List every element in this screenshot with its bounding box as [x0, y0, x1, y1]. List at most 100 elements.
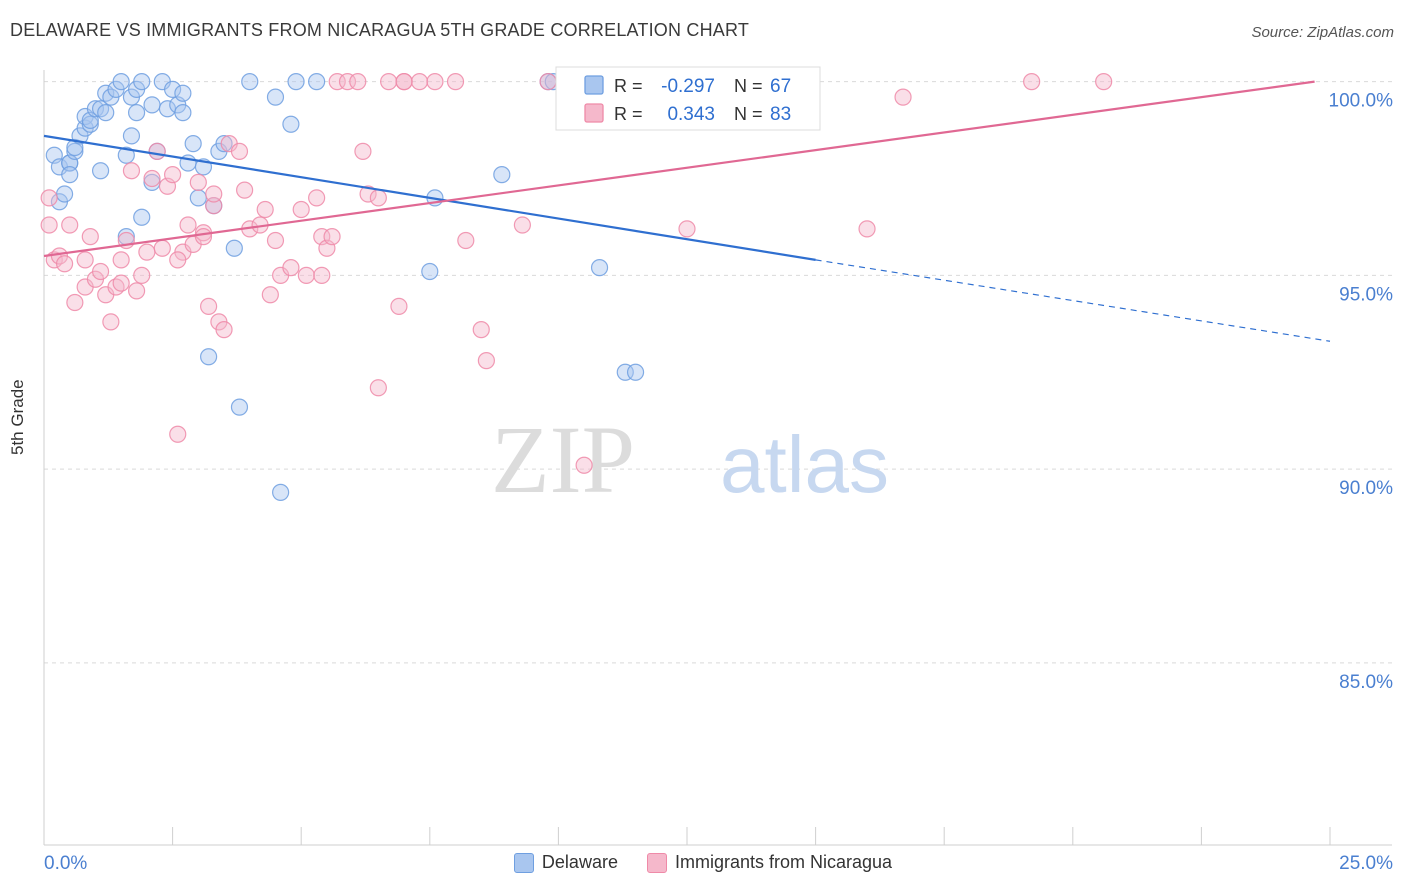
nicaragua-point-22: [143, 169, 161, 188]
nicaragua-point-35: [205, 185, 223, 203]
delaware-point-17: [97, 104, 115, 122]
nicaragua-point-79: [369, 189, 387, 207]
delaware-point-30: [143, 96, 161, 114]
legend-swatch-delaware: [513, 852, 534, 873]
nicaragua-point-68: [477, 352, 495, 370]
nicaragua-point-31: [189, 173, 207, 191]
nicaragua-point-72: [575, 456, 593, 474]
nicaragua-point-39: [230, 142, 249, 160]
nicaragua-point-20: [133, 266, 151, 284]
delaware-point-7: [66, 142, 84, 160]
nicaragua-point-24: [153, 239, 171, 257]
delaware-point-46: [215, 135, 233, 153]
nicaragua-point-13: [102, 313, 120, 331]
legend-item-nicaragua: Immigrants from Nicaragua: [646, 852, 892, 873]
nicaragua-point-33: [200, 297, 218, 315]
nicaragua-point-1: [40, 216, 58, 234]
delaware-point-37: [174, 84, 192, 102]
nicaragua-point-34: [205, 197, 223, 215]
y-tick-label-2: 90.0%: [1339, 478, 1393, 499]
delaware-point-49: [241, 73, 259, 91]
watermark-atlas: atlas: [720, 420, 889, 509]
stats-n-value-1: 83: [770, 104, 791, 125]
nicaragua-point-9: [81, 228, 99, 246]
delaware-point-61: [590, 259, 609, 277]
nicaragua-point-61: [390, 297, 408, 315]
nicaragua-point-27: [169, 425, 187, 443]
nicaragua-point-64: [426, 73, 444, 91]
delaware-point-25: [122, 127, 141, 145]
x-tick-label-0: 0.0%: [44, 853, 87, 874]
delaware-point-40: [184, 135, 202, 153]
nicaragua-point-4: [55, 255, 74, 273]
nicaragua-point-56: [349, 73, 367, 91]
nicaragua-point-5: [61, 216, 79, 234]
nicaragua-point-43: [256, 200, 274, 219]
delaware-trend-extension: [815, 259, 1331, 342]
delaware-point-57: [493, 166, 511, 184]
stats-r-label-1: R =: [614, 104, 643, 124]
legend-item-delaware: Delaware: [513, 852, 618, 873]
series-nicaragua-points: [40, 73, 1113, 474]
delaware-point-14: [86, 100, 105, 118]
nicaragua-point-81: [194, 228, 213, 246]
nicaragua-point-75: [894, 88, 912, 106]
legend: Delaware Immigrants from Nicaragua: [0, 852, 1406, 878]
delaware-point-21: [112, 73, 130, 91]
nicaragua-point-53: [323, 228, 341, 246]
stats-n-label-1: N =: [734, 104, 763, 124]
nicaragua-point-7: [76, 251, 94, 269]
nicaragua-point-6: [66, 293, 84, 312]
nicaragua-point-15: [112, 251, 130, 269]
stats-n-label-0: N =: [734, 76, 763, 96]
delaware-point-3: [55, 185, 74, 203]
nicaragua-point-66: [457, 231, 475, 250]
stats-swatch-nicaragua: [584, 103, 604, 123]
delaware-point-22: [117, 146, 135, 164]
legend-swatch-nicaragua: [646, 852, 667, 873]
stats-r-value-0: -0.297: [661, 76, 715, 97]
tick-labels: 100.0% 95.0% 90.0% 85.0% 0.0% 25.0%: [44, 91, 1393, 874]
delaware-trend-line: [43, 134, 816, 261]
trend-lines: [43, 80, 1331, 342]
stats-r-label-0: R =: [614, 76, 643, 96]
delaware-point-53: [287, 73, 305, 91]
delaware-point-16: [91, 162, 110, 180]
watermark: ZIP atlas: [491, 406, 889, 513]
delaware-point-29: [133, 208, 151, 226]
nicaragua-point-37: [215, 321, 233, 339]
nicaragua-point-65: [446, 73, 465, 91]
nicaragua-point-40: [236, 181, 254, 199]
chart-title: DELAWARE VS IMMIGRANTS FROM NICARAGUA 5T…: [10, 20, 750, 40]
y-tick-label-0: 100.0%: [1329, 91, 1394, 112]
stats-legend-box: R = -0.297 N = 67 R = 0.343 N = 83: [555, 66, 821, 131]
stats-n-value-0: 67: [770, 76, 791, 97]
nicaragua-point-80: [395, 73, 413, 91]
nicaragua-point-26: [164, 166, 182, 184]
stats-r-value-1: 0.343: [667, 104, 715, 125]
delaware-point-12: [81, 115, 99, 133]
nicaragua-point-60: [380, 73, 398, 91]
nicaragua-point-76: [1023, 73, 1041, 91]
nicaragua-point-11: [91, 262, 110, 281]
y-tick-label-3: 85.0%: [1339, 672, 1393, 693]
source-label: Source: ZipAtlas.com: [1251, 24, 1394, 41]
delaware-point-28: [133, 73, 151, 91]
nicaragua-point-58: [359, 185, 377, 203]
nicaragua-point-78: [313, 266, 331, 284]
nicaragua-point-69: [513, 216, 531, 234]
delaware-point-63: [626, 363, 645, 381]
legend-label-delaware: Delaware: [541, 852, 618, 872]
nicaragua-point-67: [472, 321, 490, 339]
nicaragua-point-50: [308, 189, 326, 207]
delaware-point-51: [272, 483, 290, 501]
nicaragua-point-21: [138, 243, 156, 261]
nicaragua-trend-line: [43, 80, 1315, 258]
nicaragua-point-23: [148, 142, 166, 160]
nicaragua-point-49: [297, 266, 315, 284]
nicaragua-point-82: [169, 251, 187, 269]
nicaragua-point-44: [261, 286, 279, 304]
nicaragua-point-63: [410, 73, 429, 91]
nicaragua-point-73: [678, 220, 696, 238]
delaware-point-6: [61, 166, 79, 184]
